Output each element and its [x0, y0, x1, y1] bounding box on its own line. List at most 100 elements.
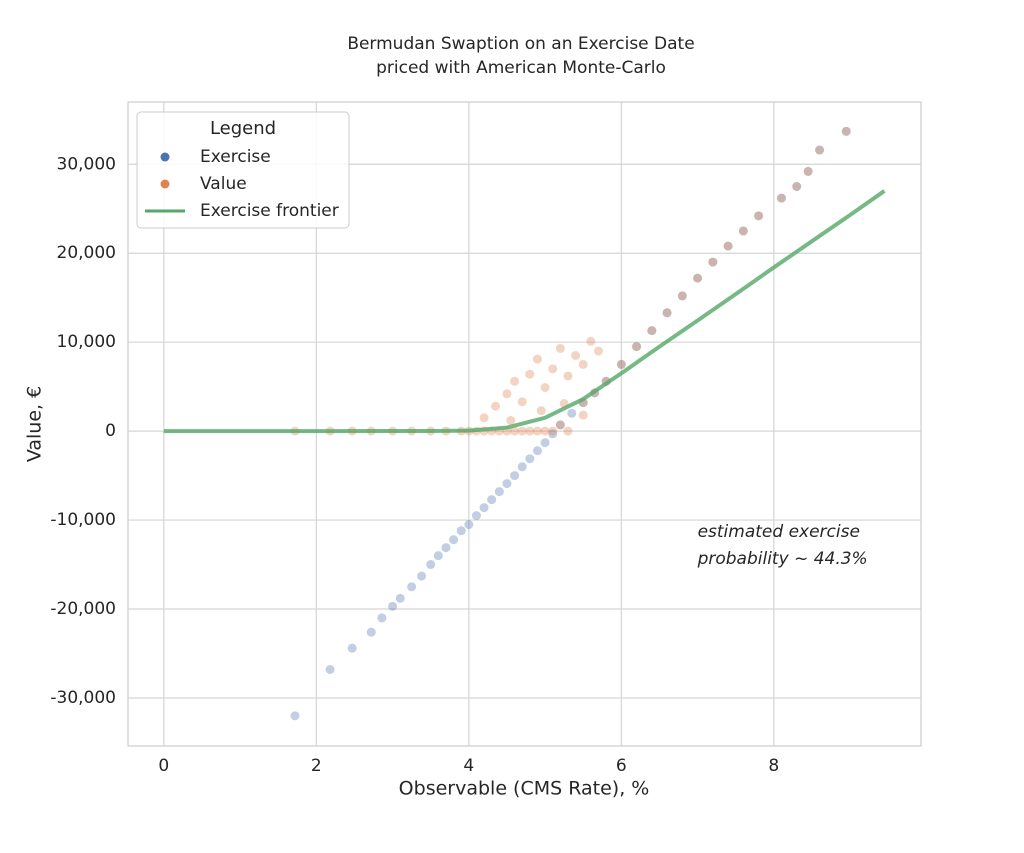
y-tick-label: -30,000: [50, 688, 116, 708]
scatter-point: [532, 446, 542, 456]
annotation: probability ~ 44.3%: [697, 549, 868, 569]
scatter-point: [571, 351, 581, 361]
y-tick-label: 30,000: [57, 154, 116, 174]
scatter-point: [433, 551, 443, 561]
scatter-point: [502, 389, 512, 399]
x-tick-label: 8: [768, 756, 779, 776]
scatter-point: [290, 711, 300, 721]
chart-title: Bermudan Swaption on an Exercise Date: [347, 34, 694, 54]
scatter-point: [815, 145, 825, 155]
plot-frame: [127, 101, 922, 747]
scatter-point: [563, 426, 573, 436]
chart-title: priced with American Monte-Carlo: [376, 58, 666, 78]
scatter-point: [578, 410, 588, 420]
scatter-point: [540, 383, 550, 393]
scatter-point: [540, 426, 550, 436]
scatter-point: [776, 193, 786, 203]
scatter-point: [647, 326, 657, 336]
scatter-point: [708, 257, 718, 267]
scatter-point: [555, 420, 565, 430]
scatter-point: [754, 211, 764, 221]
scatter-point: [677, 291, 687, 301]
legend-label: Value: [200, 174, 247, 194]
legend-box: [136, 111, 350, 229]
x-tick-label: 0: [158, 756, 169, 776]
scatter-point: [803, 166, 813, 176]
scatter-point: [593, 346, 603, 356]
scatter-point: [388, 601, 398, 611]
scatter-point: [407, 582, 417, 592]
scatter-point: [532, 426, 542, 436]
x-tick-label: 6: [616, 756, 627, 776]
scatter-point: [471, 511, 481, 521]
scatter-point: [555, 343, 565, 353]
scatter-point: [803, 166, 813, 176]
scatter-point: [616, 359, 626, 369]
frontier-line: [163, 189, 886, 434]
y-tick-label: -10,000: [50, 510, 116, 530]
x-axis-label: Observable (CMS Rate), %: [399, 778, 650, 800]
scatter-point: [754, 211, 764, 221]
scatter-point: [395, 593, 405, 603]
scatter-point: [517, 462, 527, 472]
scatter-point: [548, 364, 558, 374]
y-tick-label: -20,000: [50, 599, 116, 619]
x-tick-label: 4: [463, 756, 474, 776]
scatter-point: [647, 326, 657, 336]
scatter-point: [632, 342, 642, 352]
scatter-point: [487, 495, 497, 505]
scatter-point: [532, 354, 542, 364]
legend-label: Exercise frontier: [200, 201, 339, 221]
scatter-point: [517, 426, 527, 436]
scatter-point: [792, 182, 802, 192]
scatter-point: [506, 415, 516, 425]
scatter-point: [693, 273, 703, 283]
scatter-point: [456, 526, 466, 536]
scatter-point: [693, 273, 703, 283]
scatter-point: [563, 371, 573, 381]
scatter-point: [662, 308, 672, 318]
scatter-point: [517, 397, 527, 407]
scatter-point: [708, 257, 718, 267]
y-axis-label: Value, €: [24, 386, 46, 462]
scatter-point: [555, 420, 565, 430]
scatter-point: [540, 438, 550, 448]
scatter-point: [548, 426, 558, 436]
scatter-point: [325, 665, 335, 675]
scatter-point: [449, 535, 459, 545]
scatter-point: [491, 401, 501, 411]
scatter-point: [510, 426, 520, 436]
legend-swatch: [160, 179, 170, 189]
legend-title: Legend: [210, 118, 276, 139]
scatter-point: [632, 342, 642, 352]
annotation: estimated exercise: [698, 522, 860, 542]
scatter-point: [723, 241, 733, 251]
scatter-point: [525, 454, 535, 464]
scatter-point: [536, 406, 546, 416]
scatter-point: [738, 226, 748, 236]
scatter-point: [417, 571, 427, 581]
y-tick-label: 20,000: [57, 243, 116, 263]
scatter-point: [377, 613, 387, 623]
legend: Legend Exercise Value Exercise frontier: [136, 111, 350, 229]
scatter-point: [548, 429, 558, 439]
scatter-point: [479, 413, 489, 423]
legend-swatch: [160, 152, 170, 162]
scatter-point: [723, 241, 733, 251]
scatter-point: [426, 560, 436, 570]
y-tick-label: 0: [105, 421, 116, 441]
scatter-point: [510, 376, 520, 386]
scatter-point: [792, 182, 802, 192]
scatter-point: [464, 520, 474, 530]
scatter-point: [510, 471, 520, 481]
x-tick-label: 2: [311, 756, 322, 776]
scatter-point: [502, 479, 512, 489]
scatter-point: [567, 408, 577, 418]
scatter-point: [677, 291, 687, 301]
scatter-point: [525, 426, 535, 436]
scatter-point: [479, 503, 489, 513]
scatter-point: [662, 308, 672, 318]
scatter-point: [815, 145, 825, 155]
scatter-point: [841, 126, 851, 136]
